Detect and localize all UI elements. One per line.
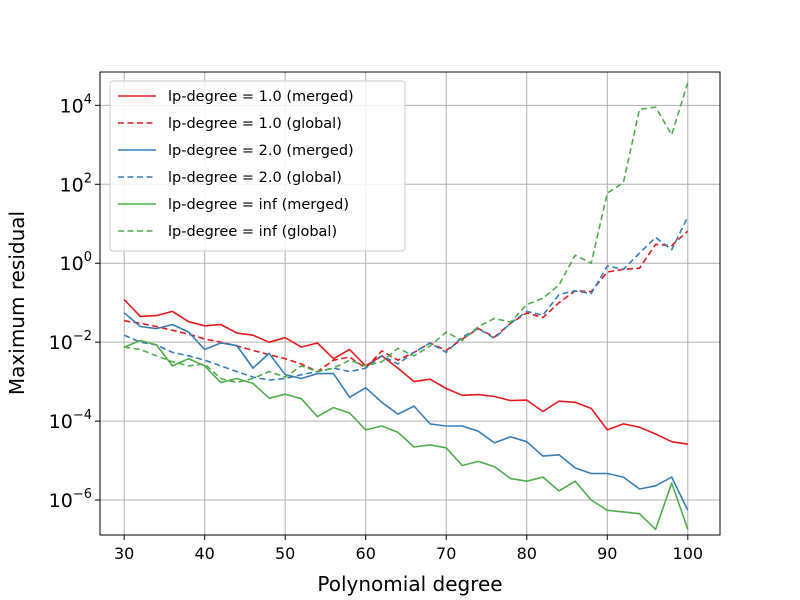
y-tick-label: 100	[60, 250, 92, 275]
x-tick-label: 50	[275, 544, 295, 563]
series-line-5	[124, 82, 689, 384]
series-line-1	[124, 230, 689, 373]
legend-label: lp-degree = 1.0 (global)	[168, 116, 342, 132]
y-tick-label: 102	[60, 171, 92, 196]
x-tick-label: 40	[194, 544, 214, 563]
series-lines	[123, 82, 689, 531]
legend-label: lp-degree = inf (global)	[168, 224, 337, 240]
y-tick-label: 10−4	[49, 408, 92, 433]
series-line-0	[123, 299, 688, 445]
x-tick-label: 80	[517, 544, 537, 563]
series-line-2	[123, 312, 689, 511]
legend-box	[109, 80, 406, 252]
series-line-4	[123, 339, 689, 531]
legend-label: lp-degree = 2.0 (global)	[168, 170, 342, 186]
legend: lp-degree = 1.0 (merged) lp-degree = 1.0 …	[109, 80, 406, 252]
series-line-3	[123, 216, 689, 381]
x-axis-ticks: 30 40 50 60 70 80 90 100	[114, 535, 703, 563]
x-tick-label: 30	[114, 544, 134, 563]
x-tick-label: 60	[356, 544, 376, 563]
plot-frame	[99, 71, 721, 536]
x-tick-label: 90	[597, 544, 617, 563]
y-axis-ticks: 10−6 10−4 10−2 100 102 104	[49, 92, 100, 512]
legend-label: lp-degree = inf (merged)	[168, 197, 349, 213]
x-axis-label: Polynomial degree	[317, 572, 502, 596]
x-tick-label: 100	[673, 544, 704, 563]
y-axis-label: Maximum residual	[5, 211, 29, 395]
x-tick-label: 70	[436, 544, 456, 563]
y-tick-label: 10−6	[49, 487, 92, 512]
y-tick-label: 10−2	[49, 329, 92, 354]
y-tick-label: 104	[60, 92, 92, 117]
legend-label: lp-degree = 1.0 (merged)	[168, 89, 354, 105]
legend-label: lp-degree = 2.0 (merged)	[168, 143, 354, 159]
